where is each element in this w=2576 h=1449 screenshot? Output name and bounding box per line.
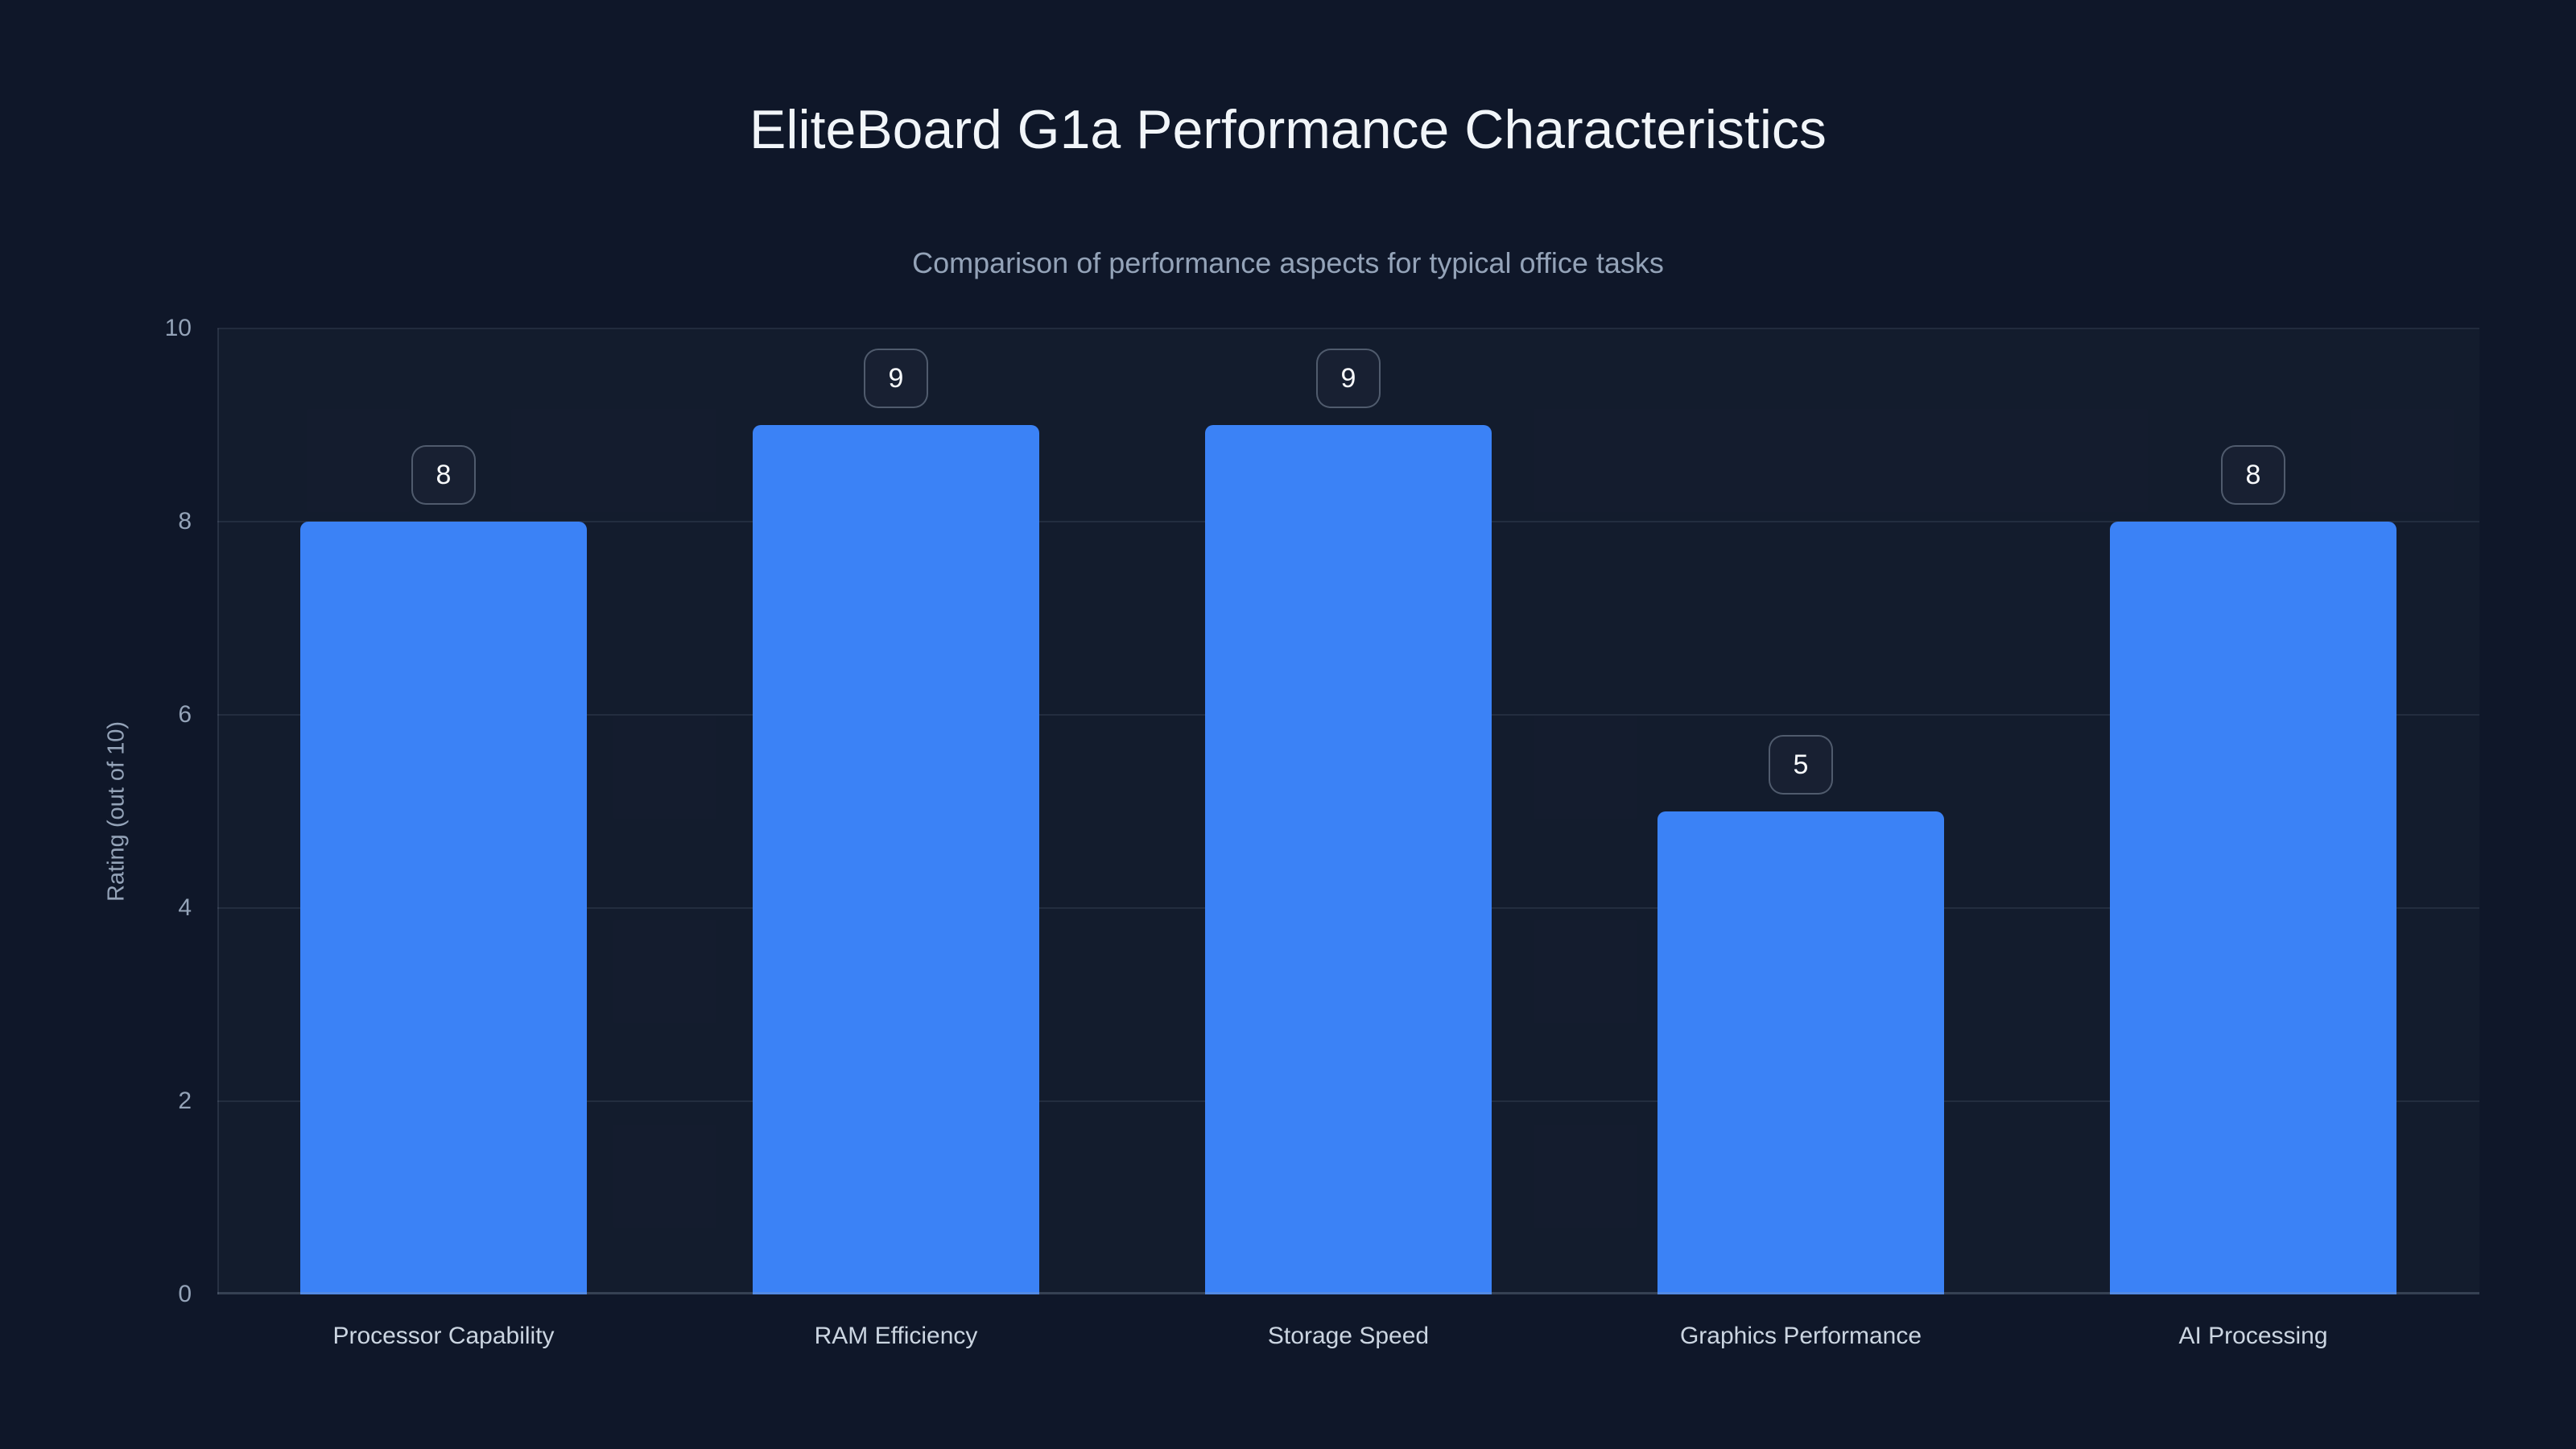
bar-value-badge: 8 bbox=[411, 445, 476, 505]
bar-value-badge: 5 bbox=[1769, 735, 1833, 795]
x-axis-line bbox=[217, 1292, 2479, 1294]
bar bbox=[300, 522, 587, 1294]
bar-value-badge: 9 bbox=[864, 349, 928, 408]
y-tick-label: 2 bbox=[178, 1088, 192, 1114]
bar-value-badge: 9 bbox=[1316, 349, 1381, 408]
y-tick-label: 4 bbox=[178, 894, 192, 921]
x-category-label: AI Processing bbox=[2178, 1323, 2328, 1349]
x-category-label: Graphics Performance bbox=[1679, 1323, 1922, 1349]
bar bbox=[753, 425, 1039, 1294]
y-tick-label: 8 bbox=[178, 508, 192, 535]
gridline bbox=[217, 328, 2479, 329]
bar bbox=[1657, 811, 1944, 1294]
chart-subtitle: Comparison of performance aspects for ty… bbox=[912, 246, 1664, 279]
y-tick-label: 10 bbox=[164, 315, 192, 341]
y-tick-label: 0 bbox=[178, 1281, 192, 1307]
chart-title: EliteBoard G1a Performance Characteristi… bbox=[749, 99, 1827, 160]
plot-area: 8 9 9 5 8 bbox=[217, 328, 2479, 1294]
x-category-label: Storage Speed bbox=[1267, 1323, 1430, 1349]
y-axis-label: Rating (out of 10) bbox=[103, 720, 130, 902]
y-axis-line bbox=[217, 328, 219, 1294]
bar bbox=[2110, 522, 2396, 1294]
x-category-label: RAM Efficiency bbox=[814, 1323, 978, 1349]
bar bbox=[1205, 425, 1492, 1294]
bar-value-badge: 8 bbox=[2221, 445, 2285, 505]
y-tick-label: 6 bbox=[178, 701, 192, 728]
x-category-label: Processor Capability bbox=[332, 1323, 555, 1349]
